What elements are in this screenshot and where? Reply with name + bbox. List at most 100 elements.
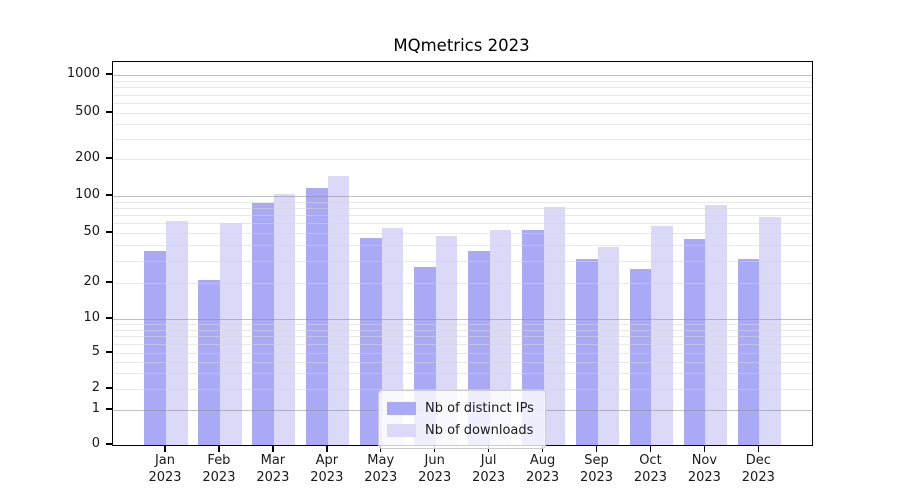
grid-line-minor [113,80,812,82]
y-tick-mark [106,194,112,196]
plot-area [112,61,813,446]
y-tick-label: 1 [91,401,100,416]
y-tick-mark [106,387,112,389]
legend-label: Nb of downloads [425,422,534,438]
grid-line-minor [113,201,812,203]
bars-layer [113,62,812,445]
legend-swatch-distinct-ips [387,401,416,415]
x-tick-label: Feb 2023 [202,453,236,485]
bar-mar-downloads [273,194,296,445]
bar-mar-distinct-ips [252,202,274,445]
bar-nov-downloads [705,205,727,445]
grid-line-minor [113,373,812,375]
x-tick-label: Mar 2023 [256,453,290,485]
grid-line-major [113,319,812,320]
bar-jan-distinct-ips [144,250,166,445]
grid-line-minor [113,344,812,346]
grid-line-major [113,75,812,76]
y-tick-mark [106,281,112,283]
x-tick-label: Jul 2023 [472,453,506,485]
x-tick-mark [703,446,706,452]
x-tick-mark [541,446,544,452]
y-tick-label: 50 [83,224,100,239]
bar-feb-distinct-ips [198,280,220,445]
grid-line-minor [113,87,812,89]
grid-line-major [113,196,812,197]
grid-line-minor [113,361,812,363]
y-tick-label: 5 [91,344,100,359]
grid-line-minor [113,207,812,209]
grid-line-minor [113,260,812,262]
grid-line-minor [113,324,812,326]
y-tick-label: 2 [91,380,100,395]
legend-item-distinct-ips: Nb of distinct IPs [387,397,536,419]
x-tick-label: Nov 2023 [687,453,721,485]
bar-sep-distinct-ips [575,259,598,445]
bar-dec-downloads [759,216,781,445]
y-tick-mark [106,317,112,319]
x-tick-label: Dec 2023 [741,453,775,485]
x-tick-mark [164,446,166,452]
bar-jan-downloads [166,220,188,445]
y-tick-mark [106,157,112,159]
x-tick-label: Apr 2023 [310,453,344,485]
legend-item-downloads: Nb of downloads [387,419,536,441]
grid-line-minor [113,103,812,104]
x-tick-label: Oct 2023 [633,453,667,485]
x-tick-mark [380,446,382,452]
x-tick-mark [649,446,652,452]
grid-line-minor [113,245,812,247]
y-tick-label: 20 [83,274,100,289]
x-tick-label: Jan 2023 [148,453,182,485]
x-tick-label: Sep 2023 [579,453,614,485]
y-tick-label: 0 [91,436,100,451]
chart-title: MQmetrics 2023 [393,36,530,55]
grid-line-minor [113,159,812,160]
y-tick-mark [106,443,112,445]
grid-layer [113,62,812,445]
grid-line-minor [113,215,812,217]
legend-swatch-downloads [387,423,416,437]
y-tick-label: 1000 [66,66,100,81]
x-tick-mark [595,446,598,452]
x-tick-mark [434,446,436,452]
bar-aug-downloads [543,206,566,445]
bar-sep-downloads [597,246,620,445]
grid-line-minor [113,329,812,331]
x-tick-mark [218,446,220,452]
grid-line-minor [113,336,812,338]
y-tick-mark [106,231,112,233]
bar-oct-downloads [651,226,674,445]
grid-line-minor [113,138,812,140]
x-tick-label: May 2023 [364,453,398,485]
y-tick-label: 200 [75,150,100,165]
bar-apr-downloads [327,175,350,445]
y-tick-mark [106,351,112,353]
bar-nov-distinct-ips [683,238,706,445]
x-tick-mark [272,446,274,452]
bar-dec-distinct-ips [737,259,760,445]
grid-line-minor [113,94,812,96]
grid-line-minor [113,233,812,234]
y-tick-label: 100 [75,187,100,202]
x-tick-mark [487,446,490,452]
grid-line-minor [113,113,812,114]
grid-line-minor [113,283,812,284]
bar-oct-distinct-ips [629,268,652,445]
y-tick-label: 500 [75,104,100,119]
x-tick-mark [326,446,328,452]
bar-feb-downloads [219,223,242,445]
y-tick-mark [106,73,112,75]
grid-line-minor [113,353,812,354]
x-tick-mark [757,446,760,452]
x-tick-label: Jun 2023 [418,453,452,485]
legend-label: Nb of distinct IPs [425,400,534,416]
x-tick-label: Aug 2023 [526,453,560,485]
y-tick-mark [106,408,112,410]
y-tick-mark [106,111,112,113]
y-tick-label: 10 [83,310,100,325]
legend: Nb of distinct IPs Nb of downloads [378,390,546,449]
grid-line-minor [113,124,812,126]
bar-apr-distinct-ips [306,187,328,445]
